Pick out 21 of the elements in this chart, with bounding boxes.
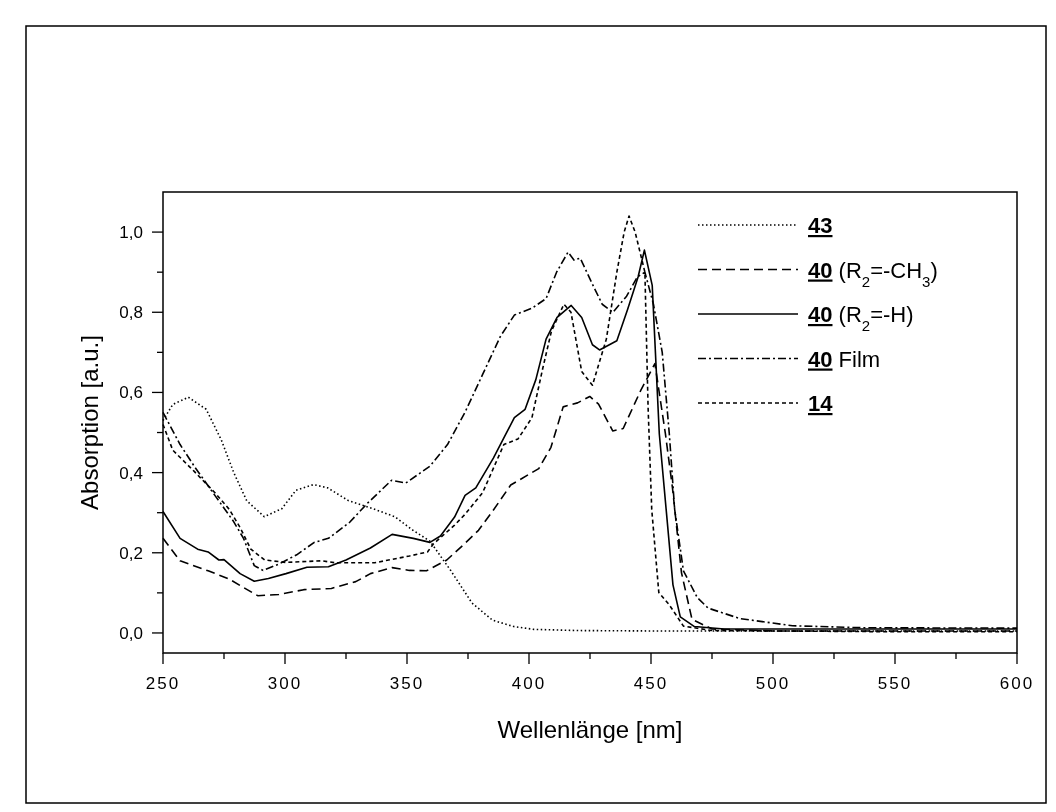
legend-label: 40 (R$_{2}$=-H) xyxy=(808,302,914,334)
x-tick-label: 450 xyxy=(633,674,669,693)
x-tick-label: 300 xyxy=(267,674,303,693)
y-tick-label: 0,2 xyxy=(119,543,143,563)
legend-label: 40 Film xyxy=(808,346,881,372)
x-tick-label: 600 xyxy=(999,674,1035,693)
x-tick-label: 350 xyxy=(389,674,425,693)
x-tick-label: 550 xyxy=(877,674,913,693)
y-tick-label: 0,6 xyxy=(119,383,143,403)
x-tick-label: 400 xyxy=(511,674,547,693)
x-axis-title: Wellenlänge [nm] xyxy=(497,716,683,743)
x-tick-label: 500 xyxy=(755,674,791,693)
legend-label: 40 (R$_{2}$=-CH$_{3}$) xyxy=(808,257,938,289)
y-tick-label: 0,0 xyxy=(119,623,143,643)
y-tick-label: 1,0 xyxy=(119,223,143,243)
y-tick-label: 0,4 xyxy=(119,463,143,483)
y-axis-title: Absorption [a.u.] xyxy=(76,335,103,510)
x-tick-label: 250 xyxy=(145,674,181,693)
legend-label: 43 xyxy=(808,213,833,238)
y-tick-label: 0,8 xyxy=(119,303,143,323)
legend-label: 14 xyxy=(808,391,834,416)
